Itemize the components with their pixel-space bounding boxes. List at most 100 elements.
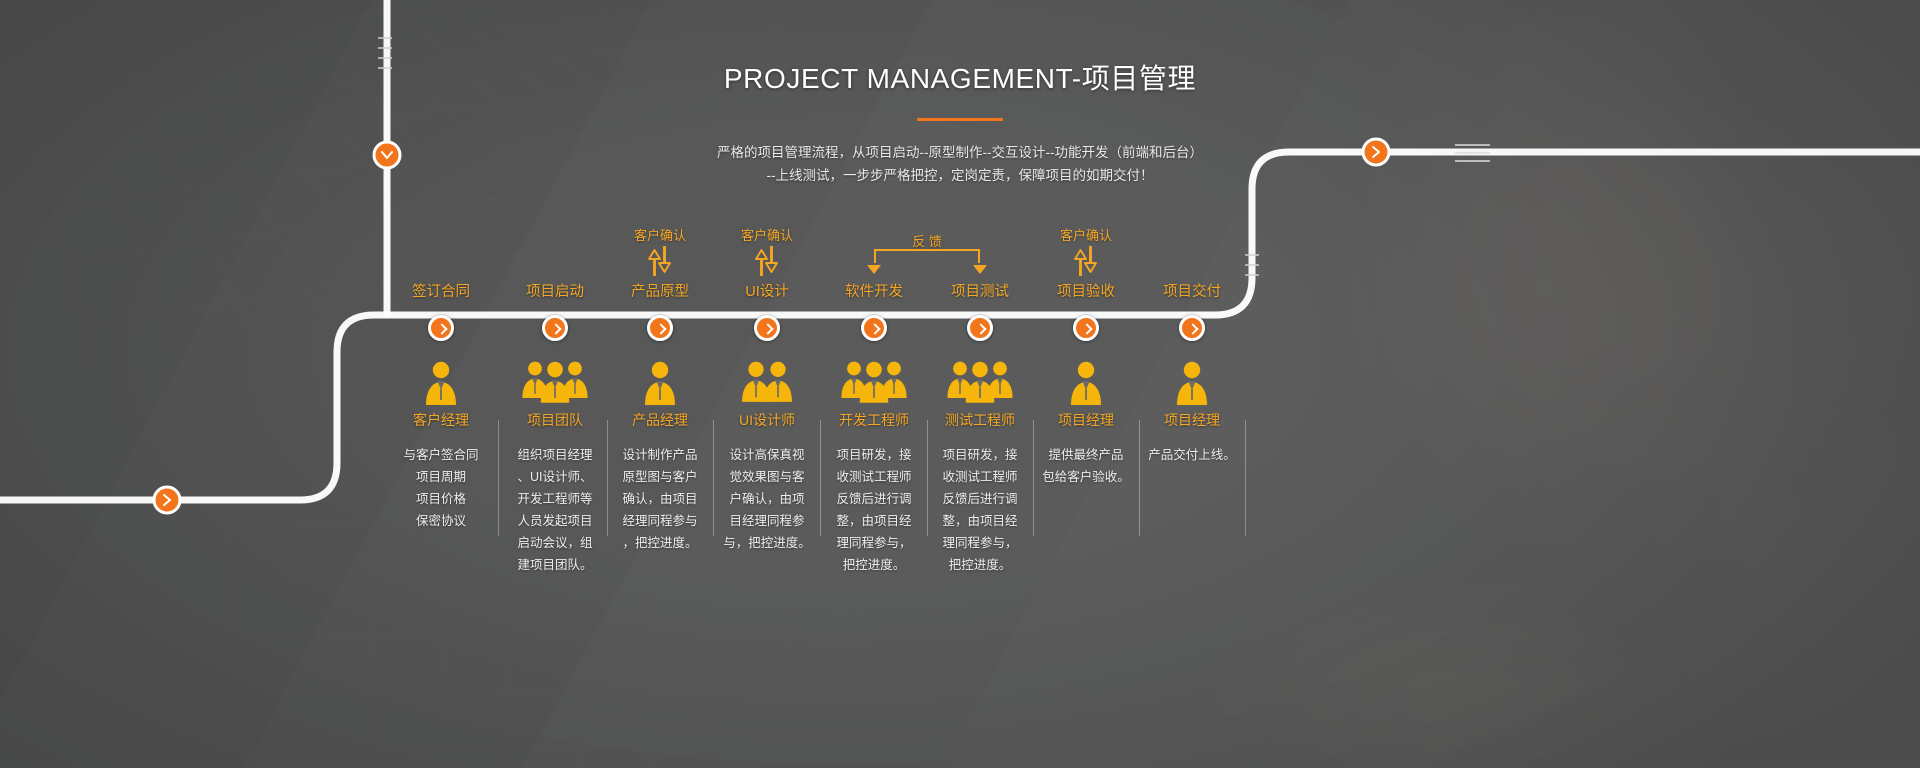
desc-line: 经理同程参与 (622, 514, 698, 528)
desc-line: 与，把控进度。 (723, 536, 811, 550)
desc-line: 启动会议，组 (517, 536, 593, 550)
up-down-arrow-icon (1074, 245, 1097, 277)
timeline-step-2[interactable]: 项目启动 项目团队 组织项目经理 、UI设计师、 开发工程师等 人员发起项目 启动会议，组… (501, 225, 609, 576)
column-divider (820, 420, 821, 536)
page-subtitle: 严格的项目管理流程，从项目启动--原型制作--交互设计--功能开发（前端和后台）… (0, 141, 1920, 187)
role-title: 开发工程师 (839, 412, 909, 428)
role-title: 客户经理 (413, 412, 469, 428)
desc-line: 提供最终产品 (1048, 448, 1124, 462)
column-divider (498, 420, 499, 536)
person-icon (1177, 361, 1207, 405)
desc-line: 人员发起项目 (517, 514, 593, 528)
role-icon (713, 361, 821, 405)
column-divider (927, 420, 928, 536)
role-title: 项目团队 (527, 412, 583, 428)
role-description: 产品交付上线。 (1146, 444, 1238, 466)
role-description: 项目研发，接 收测试工程师 反馈后进行调 整，由项目经 理同程参与， 把控进度。 (828, 444, 920, 576)
annotation-label: 客户确认 (740, 228, 794, 243)
person-group-icon (522, 361, 588, 403)
desc-line: 把控进度。 (948, 558, 1012, 572)
person-group-icon (841, 361, 907, 403)
role-icon (606, 361, 714, 405)
timeline-step-6[interactable]: 项目测试 测试工程师项目研发，接 收测试工程师 反馈后进行调 整，由项目经 理同程参与，… (926, 225, 1034, 576)
role-title: 项目经理 (1058, 412, 1114, 428)
step-label: 签订合同 (412, 284, 470, 300)
timeline-step-7[interactable]: 客户确认 项目验收 项目经理提供最终产品 包给客户验收。 (1032, 225, 1140, 488)
desc-line: 整，由项目经 (836, 514, 912, 528)
step-node[interactable] (542, 315, 568, 341)
person-icon (426, 361, 456, 405)
role-icon (501, 361, 609, 405)
role-icon (820, 361, 928, 405)
step-node[interactable] (967, 315, 993, 341)
person-icon (645, 361, 675, 405)
desc-line: 与客户签合同 (403, 448, 479, 462)
step-node[interactable] (428, 315, 454, 341)
step-label: 项目验收 (1057, 284, 1115, 300)
step-label: 项目启动 (526, 284, 584, 300)
desc-line: 原型图与客户 (622, 470, 698, 484)
desc-line: 整，由项目经 (942, 514, 1018, 528)
desc-line: 反馈后进行调 (942, 492, 1018, 506)
column-divider (607, 420, 608, 536)
desc-line: 保密协议 (415, 514, 466, 528)
page-title: PROJECT MANAGEMENT-项目管理 (723, 63, 1197, 94)
desc-line: 建项目团队。 (517, 558, 593, 572)
step-annotation: 客户确认 (606, 225, 714, 281)
bracket-icon (874, 249, 980, 263)
person-icon (1071, 361, 1101, 405)
desc-line: 觉效果图与客 (729, 470, 805, 484)
step-label: 产品原型 (631, 284, 689, 300)
desc-line: 确认，由项目 (622, 492, 698, 506)
desc-line: 、UI设计师、 (517, 470, 593, 484)
role-icon (1032, 361, 1140, 405)
role-description: 设计高保真视 觉效果图与客 户确认，由项 目经理同程参 与，把控进度。 (721, 444, 813, 554)
desc-line: 包给客户验收。 (1042, 470, 1130, 484)
person-group-icon (947, 361, 1013, 403)
desc-line: 反馈后进行调 (836, 492, 912, 506)
desc-line: 项目研发，接 (836, 448, 912, 462)
timeline-step-8[interactable]: 项目交付 项目经理产品交付上线。 (1138, 225, 1246, 466)
annotation-label: 客户确认 (633, 228, 687, 243)
desc-line: 目经理同程参 (729, 514, 805, 528)
column-divider (1245, 420, 1246, 536)
up-down-arrow-icon (755, 245, 778, 277)
step-label: 项目测试 (951, 284, 1009, 300)
role-title: 测试工程师 (945, 412, 1015, 428)
step-node[interactable] (861, 315, 887, 341)
timeline-step-5[interactable]: 软件开发 开发工程师项目研发，接 收测试工程师 反馈后进行调 整，由项目经 理同程参与，… (820, 225, 928, 576)
person-group-icon (742, 361, 792, 402)
step-node[interactable] (647, 315, 673, 341)
annotation-label: 客户确认 (1059, 228, 1113, 243)
desc-line: 项目周期 (415, 470, 466, 484)
step-label: UI设计 (745, 284, 789, 300)
timeline-step-4[interactable]: 客户确认 UI设计 UI设计师设计高保真视 觉效果图与客 户确认，由项 目经理同程参与… (713, 225, 821, 554)
bracket-caret-icon (973, 262, 987, 274)
step-node[interactable] (1073, 315, 1099, 341)
desc-line: 开发工程师等 (517, 492, 593, 506)
step-label: 项目交付 (1163, 284, 1221, 300)
step-annotation (1138, 225, 1246, 281)
step-annotation: 客户确认 (1032, 225, 1140, 281)
timeline-step-3[interactable]: 客户确认 产品原型 产品经理 设计制作产品 原型图与客户 确认，由项目 经理同程参与 ，把… (606, 225, 714, 554)
desc-line: 设计高保真视 (729, 448, 805, 462)
step-node[interactable] (754, 315, 780, 341)
role-title: 项目经理 (1164, 412, 1220, 428)
desc-line: 理同程参与， (836, 536, 912, 550)
desc-line: 把控进度。 (842, 558, 906, 572)
role-description: 项目研发，接 收测试工程师 反馈后进行调 整，由项目经 理同程参与， 把控进度。 (934, 444, 1026, 576)
desc-line: 收测试工程师 (836, 470, 912, 484)
desc-line: ，把控进度。 (622, 536, 698, 550)
role-title: UI设计师 (739, 412, 795, 428)
step-node[interactable] (1179, 315, 1205, 341)
step-annotation: 客户确认 (713, 225, 821, 281)
subtitle-line-1: 严格的项目管理流程，从项目启动--原型制作--交互设计--功能开发（前端和后台） (717, 145, 1203, 160)
title-underline (917, 118, 1003, 121)
annotation-arrow (754, 245, 780, 277)
role-title: 产品经理 (632, 412, 688, 428)
desc-line: 户确认，由项 (729, 492, 805, 506)
timeline-step-1[interactable]: 签订合同 客户经理 与客户签合同 项目周期 项目价格 保密协议 (387, 225, 495, 532)
annotation-arrow (647, 245, 673, 277)
step-label: 软件开发 (845, 284, 903, 300)
